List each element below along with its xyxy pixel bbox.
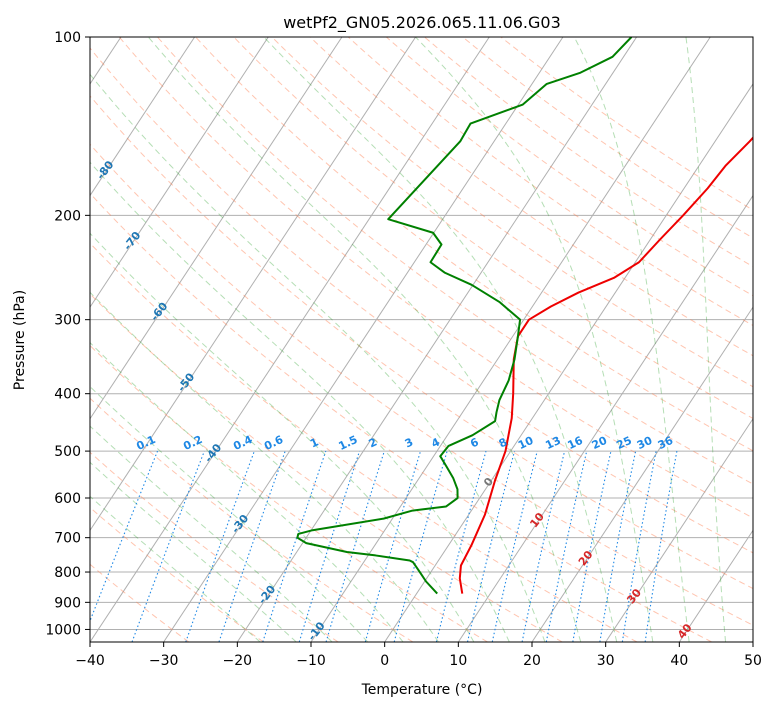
moist-adiabat <box>90 232 475 642</box>
mixing-ratio-line <box>262 450 327 642</box>
mixing-ratio-label: 20 <box>590 434 610 452</box>
mixing-ratio-label: 36 <box>656 434 676 452</box>
plot-frame <box>89 36 754 643</box>
y-tick-label: 100 <box>54 30 81 46</box>
mixing-ratio-label: 25 <box>614 434 633 452</box>
moist-adiabat <box>147 37 582 642</box>
mixing-ratio-line <box>491 450 538 642</box>
dry-adiabat <box>347 37 753 327</box>
dry-adiabat <box>386 37 753 297</box>
x-tick-label: −40 <box>75 653 105 669</box>
isotherm <box>163 37 564 642</box>
mixing-ratio-label: 16 <box>566 434 586 452</box>
y-tick-label: 600 <box>54 491 81 507</box>
x-tick-label: −30 <box>149 653 179 669</box>
x-tick-label: −10 <box>296 653 326 669</box>
y-tick-label: 200 <box>54 208 81 224</box>
mixing-ratio-label: 30 <box>635 434 655 452</box>
mixing-ratio-line <box>325 450 385 642</box>
isotherm <box>678 529 753 642</box>
dry-adiabat <box>118 37 753 519</box>
temperature-profile <box>458 136 753 594</box>
dewpoint-profile <box>296 37 633 595</box>
isotherm <box>90 37 490 642</box>
y-tick-label: 900 <box>54 595 81 611</box>
dry-adiabat <box>90 47 753 554</box>
x-tick-label: 0 <box>380 653 389 669</box>
mixing-ratio-line <box>185 450 255 642</box>
mixing-ratio-line <box>621 450 657 642</box>
mixing-ratio-line <box>393 450 448 642</box>
x-tick-label: 50 <box>744 653 762 669</box>
moist-adiabat <box>90 291 439 642</box>
dry-adiabat <box>462 37 753 239</box>
chart-title: wetPf2_GN05.2026.065.11.06.G03 <box>283 13 561 33</box>
mixing-ratio-label: 13 <box>543 434 562 452</box>
moist-adiabat <box>573 37 690 642</box>
x-axis-label: Temperature (°C) <box>361 682 483 698</box>
dry-adiabat <box>90 242 638 642</box>
isotherm <box>90 37 417 532</box>
plot-area <box>90 37 753 642</box>
moist-adiabat <box>90 73 546 642</box>
mixing-ratio-line <box>599 450 637 642</box>
isotherm <box>310 37 711 642</box>
y-tick-label: 700 <box>54 531 81 547</box>
moist-adiabat <box>90 161 510 642</box>
moist-adiabat <box>90 341 404 642</box>
dry-adiabat <box>233 37 753 420</box>
mixing-ratio-line <box>364 450 422 642</box>
dry-adiabat <box>500 37 753 211</box>
mixing-ratio-line <box>545 450 588 642</box>
moist-adiabat <box>263 37 618 642</box>
dry-adiabat <box>195 37 753 452</box>
y-tick-label: 400 <box>54 387 81 403</box>
dry-adiabat <box>90 451 339 642</box>
x-tick-label: 10 <box>449 653 467 669</box>
y-tick-label: 500 <box>54 444 81 460</box>
isotherm <box>605 417 753 642</box>
dry-adiabat <box>90 143 753 626</box>
x-tick-label: −20 <box>223 653 253 669</box>
isotherm <box>384 83 753 642</box>
dry-adiabat <box>90 95 753 590</box>
mixing-ratio-line <box>218 450 286 642</box>
moist-adiabat <box>415 37 654 642</box>
mixing-ratio-line <box>435 450 487 642</box>
moist-adiabat <box>90 495 261 642</box>
isotherm <box>531 306 753 642</box>
dry-adiabat <box>424 37 753 268</box>
y-axis-label: Pressure (hPa) <box>12 290 28 390</box>
mixing-ratio-line <box>644 450 678 642</box>
y-tick-label: 300 <box>54 313 81 329</box>
dry-adiabat <box>90 293 563 642</box>
isotherm <box>90 37 269 309</box>
mixing-ratio-line <box>466 450 516 642</box>
moist-adiabat <box>685 37 727 642</box>
moist-adiabat <box>90 425 333 642</box>
dry-adiabat <box>90 397 414 642</box>
mixing-ratio-label: 10 <box>516 434 536 452</box>
y-tick-label: 1000 <box>45 622 81 638</box>
x-tick-label: 40 <box>670 653 688 669</box>
moist-adiabat <box>90 461 297 642</box>
mixing-ratio-line <box>572 450 612 642</box>
y-axis: 100 200 300 400 500 600 700 800 900 1000 <box>45 30 90 638</box>
mixing-ratio-line <box>298 450 361 642</box>
dry-adiabat <box>157 37 753 485</box>
isotherm <box>90 37 343 420</box>
mixing-ratio-line <box>521 450 566 642</box>
x-tick-label: 20 <box>523 653 541 669</box>
isotherm <box>457 194 753 642</box>
x-axis: −40 −30 −20 −10 0 10 20 30 40 50 <box>75 642 762 669</box>
isotherm <box>90 37 196 197</box>
y-tick-label: 800 <box>54 565 81 581</box>
x-tick-label: 30 <box>597 653 615 669</box>
